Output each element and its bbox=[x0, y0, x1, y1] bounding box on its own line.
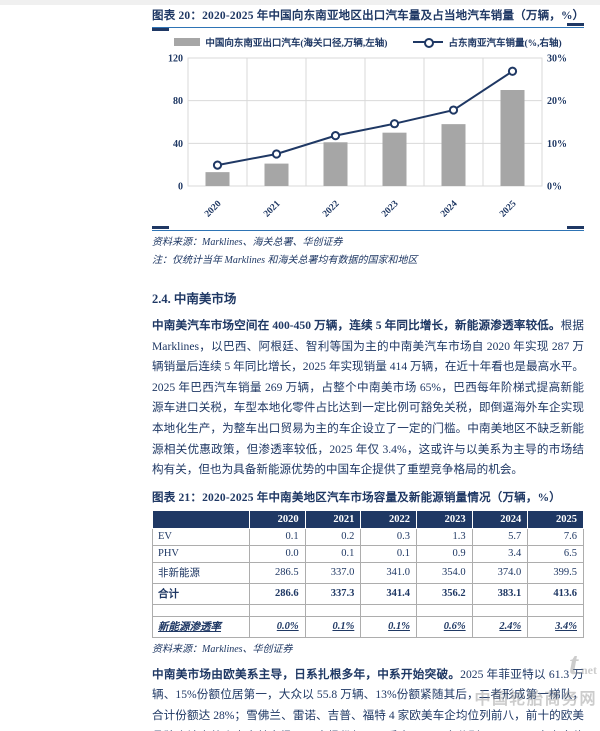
value-cell: 5.7 bbox=[471, 527, 529, 546]
value-cell: 0.9 bbox=[415, 544, 473, 563]
svg-text:40: 40 bbox=[173, 139, 183, 150]
value-cell: 383.1 bbox=[471, 582, 529, 605]
paragraph-2: 中南美市场由欧美系主导，日系扎根多年，中系开始突破。2025 年菲亚特以 61.… bbox=[152, 665, 584, 731]
svg-text:0: 0 bbox=[178, 182, 183, 193]
value-cell bbox=[249, 603, 306, 617]
svg-text:0%: 0% bbox=[547, 182, 562, 193]
table-row bbox=[152, 603, 584, 617]
table-header-cell: 2023 bbox=[415, 509, 473, 529]
svg-text:20%: 20% bbox=[547, 96, 567, 107]
table-row: 非新能源 286.5 337.0 341.0 354.0 374.0 399.5 bbox=[152, 561, 584, 584]
svg-text:2021: 2021 bbox=[262, 199, 283, 220]
value-cell: 337.3 bbox=[304, 582, 362, 605]
value-cell: 413.6 bbox=[527, 582, 584, 605]
svg-text:2023: 2023 bbox=[380, 199, 401, 220]
legend-bar-label: 中国向东南亚出口汽车(海关口径,万辆,左轴) bbox=[205, 38, 388, 49]
paragraph-2-body: 2025 年菲亚特以 61.3 万辆、15%份额位居第一，大众以 55.8 万辆… bbox=[152, 667, 584, 731]
svg-text:2022: 2022 bbox=[321, 199, 342, 220]
chart-canvas: 0 0% 40 10% 80 20% 120 30% 2020 2021 2022 2023 2024 2… bbox=[168, 54, 567, 220]
bar-swatch-icon bbox=[174, 37, 201, 46]
row-label-cell: EV bbox=[152, 527, 250, 546]
paragraph-1-body: 根据 Marklines，以巴西、阿根廷、智利等国为主的中南美汽车市场自 202… bbox=[152, 319, 584, 477]
value-cell: 399.5 bbox=[527, 561, 584, 584]
svg-text:30%: 30% bbox=[547, 54, 567, 65]
value-cell: 341.0 bbox=[360, 561, 417, 584]
svg-text:80: 80 bbox=[173, 96, 183, 107]
svg-text:2025: 2025 bbox=[498, 199, 519, 220]
value-cell: 0.1% bbox=[360, 615, 417, 638]
value-cell: 337.0 bbox=[304, 561, 362, 584]
svg-text:2020: 2020 bbox=[203, 199, 224, 220]
table-row: PHV 0.0 0.1 0.1 0.9 3.4 6.5 bbox=[152, 544, 584, 563]
figure21-source: 资料来源：Marklines、华创证券 bbox=[152, 643, 293, 655]
value-cell: 0.1 bbox=[360, 544, 417, 563]
page-top-strip bbox=[0, 0, 600, 5]
value-cell bbox=[527, 603, 584, 617]
value-cell: 341.4 bbox=[360, 582, 417, 605]
value-cell: 374.0 bbox=[471, 561, 529, 584]
value-cell bbox=[360, 603, 417, 617]
combo-chart: 0 0% 40 10% 80 20% 120 30% 2020 2021 2022 2023 2024 2… bbox=[152, 50, 584, 227]
value-cell: 3.4% bbox=[527, 615, 584, 638]
svg-text:10%: 10% bbox=[547, 139, 567, 150]
svg-text:120: 120 bbox=[168, 54, 183, 65]
row-label-cell: 新能源渗透率 bbox=[152, 615, 250, 638]
table-header-cell: 2025 bbox=[527, 509, 584, 529]
value-cell: 3.4 bbox=[471, 544, 529, 563]
value-cell: 2.4% bbox=[471, 615, 529, 638]
line-marker-swatch-icon bbox=[413, 37, 444, 48]
value-cell bbox=[415, 603, 473, 617]
table-header-cell: 2021 bbox=[304, 509, 362, 529]
chart-legend: 中国向东南亚出口汽车(海关口径,万辆,左轴) 占东南亚汽车销量(%,右轴) bbox=[152, 35, 584, 49]
caption-rule bbox=[152, 23, 584, 31]
row-label-cell bbox=[152, 603, 250, 617]
value-cell: 0.3 bbox=[360, 527, 417, 546]
value-cell: 354.0 bbox=[415, 561, 473, 584]
figure20-note: 注：仅统计当年 Marklines 和海关总署均有数据的国家和地区 bbox=[152, 255, 418, 266]
value-cell: 356.2 bbox=[415, 582, 473, 605]
row-label-cell: 非新能源 bbox=[152, 561, 250, 584]
value-cell bbox=[471, 603, 529, 617]
figure20-caption: 图表 20：2020-2025 年中国向东南亚地区出口汽车量及占当地汽车销量（万… bbox=[152, 10, 585, 22]
value-cell: 0.2 bbox=[304, 527, 362, 546]
value-cell: 286.6 bbox=[249, 582, 306, 605]
figure20-bottom-rule bbox=[152, 226, 584, 231]
value-cell: 0.6% bbox=[415, 615, 473, 638]
figure21-table: 2020 2021 2022 2023 2024 2025 EV 0.1 0.2 0.3 1.3 5.… bbox=[152, 509, 584, 638]
table-row: 新能源渗透率 0.0% 0.1% 0.1% 0.6% 2.4% 3.4% bbox=[152, 615, 584, 638]
value-cell bbox=[304, 603, 362, 617]
value-cell: 0.0 bbox=[249, 544, 306, 563]
row-label-cell: PHV bbox=[152, 544, 250, 563]
report-content-column: 图表 20：2020-2025 年中国向东南亚地区出口汽车量及占当地汽车销量（万… bbox=[152, 9, 584, 731]
paragraph-1: 中南美汽车市场空间在 400-450 万辆，连续 5 年同比增长，新能源渗透率较… bbox=[152, 316, 584, 481]
section-heading: 2.4. 中南美市场 bbox=[152, 292, 237, 306]
figure21-caption: 图表 21：2020-2025 年中南美地区汽车市场容量及新能源销量情况（万辆，… bbox=[152, 491, 561, 504]
table-header-cell: 2022 bbox=[360, 509, 417, 529]
legend-item-line: 占东南亚汽车销量(%,右轴) bbox=[413, 35, 562, 49]
table-header-cell: 2020 bbox=[249, 509, 306, 529]
table-header-row: 2020 2021 2022 2023 2024 2025 bbox=[152, 509, 584, 529]
value-cell: 0.1 bbox=[249, 527, 306, 546]
paragraph-1-lead: 中南美汽车市场空间在 400-450 万辆，连续 5 年同比增长，新能源渗透率较… bbox=[152, 319, 561, 332]
paragraph-2-lead: 中南美市场由欧美系主导，日系扎根多年，中系开始突破。 bbox=[152, 667, 461, 681]
table-row: 合计 286.6 337.3 341.4 356.2 383.1 413.6 bbox=[152, 582, 584, 605]
value-cell: 286.5 bbox=[249, 561, 306, 584]
table-row: EV 0.1 0.2 0.3 1.3 5.7 7.6 bbox=[152, 527, 584, 546]
value-cell: 0.0% bbox=[249, 615, 306, 638]
row-label-cell: 合计 bbox=[152, 582, 250, 605]
value-cell: 1.3 bbox=[415, 527, 473, 546]
svg-text:2024: 2024 bbox=[439, 199, 460, 220]
value-cell: 6.5 bbox=[527, 544, 584, 563]
table-header-cell bbox=[152, 509, 250, 529]
value-cell: 0.1 bbox=[304, 544, 362, 563]
figure20-source: 资料来源：Marklines、海关总署、华创证券 bbox=[152, 237, 343, 248]
legend-item-bar: 中国向东南亚出口汽车(海关口径,万辆,左轴) bbox=[174, 35, 387, 49]
table-header-cell: 2024 bbox=[471, 509, 529, 529]
value-cell: 0.1% bbox=[304, 615, 362, 638]
legend-line-label: 占东南亚汽车销量(%,右轴) bbox=[448, 38, 562, 49]
value-cell: 7.6 bbox=[527, 527, 584, 546]
